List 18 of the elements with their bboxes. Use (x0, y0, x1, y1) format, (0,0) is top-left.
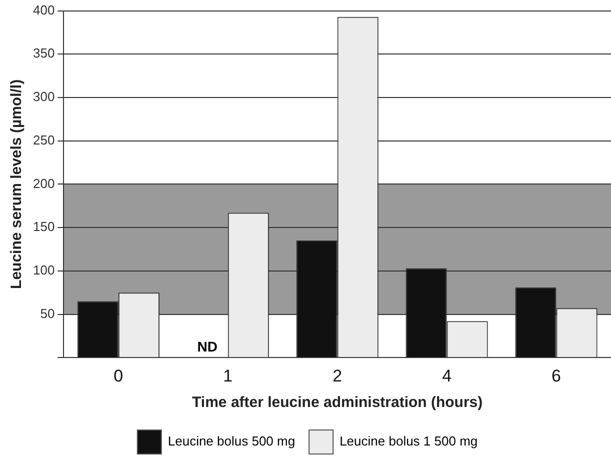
x-tick-label: 2 (332, 366, 342, 386)
x-tick-label: 1 (223, 366, 233, 386)
annotation: ND (197, 338, 218, 354)
y-tick-label: 150 (32, 219, 55, 234)
y-axis-title: Leucine serum levels (µmol/l) (8, 79, 26, 289)
y-tick-label: 350 (32, 46, 55, 61)
y-tick-label: 50 (40, 306, 55, 321)
y-tick-label: 250 (32, 132, 55, 148)
legend-label: Leucine bolus 1 500 mg (340, 434, 478, 449)
y-tick-label: 100 (32, 262, 55, 278)
x-axis-title: Time after leucine administration (hours) (192, 394, 483, 412)
y-tick-label: 300 (32, 89, 55, 104)
y-tick-label: 400 (32, 2, 55, 18)
legend-label: Leucine bolus 500 mg (168, 434, 296, 449)
x-tick-label: 6 (552, 366, 562, 386)
y-tick-label: 200 (32, 176, 55, 191)
x-tick-label: 0 (114, 366, 124, 386)
x-tick-label: 4 (442, 366, 452, 386)
